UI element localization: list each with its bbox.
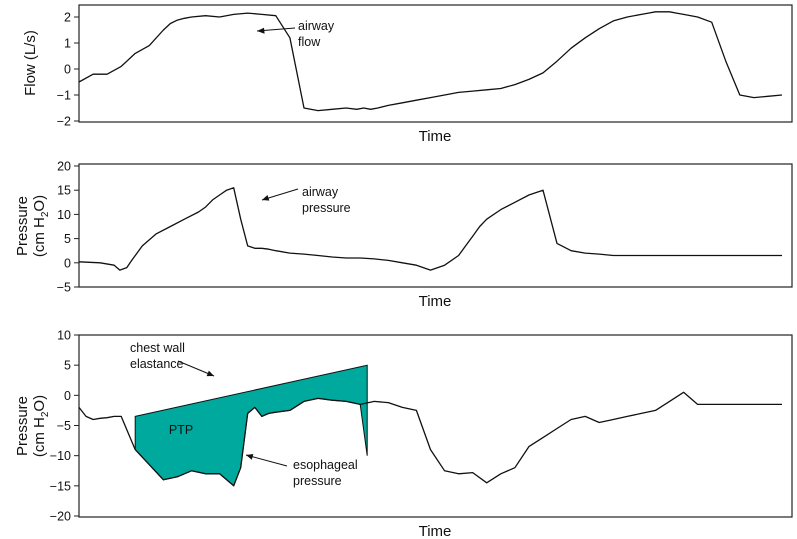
esophageal-pressure-y-tick-label: 10	[57, 329, 71, 343]
esophageal-pressure-y-label-line2: (cm H2O)	[31, 395, 51, 457]
airway-pressure-y-label-subscript: 2	[40, 211, 51, 217]
esophageal-pressure-y-axis-label: Pressure (cm H2O)	[14, 395, 51, 457]
esophageal-pressure-panel: 10 5 0 −5 −10 −15 −20 PTP Time Pressure (cm H2…	[14, 329, 793, 539]
airway-pressure-label-line2: pressure	[302, 201, 351, 215]
chest-wall-elastance-label-line2: elastance	[130, 357, 184, 371]
esophageal-pressure-y-label-unit-a: (cm H	[31, 417, 48, 457]
airway-pressure-arrowhead	[262, 195, 270, 201]
esophageal-pressure-arrow-line	[245, 454, 288, 467]
airway-pressure-y-tick-label: 0	[64, 256, 71, 270]
esophageal-pressure-y-ticks: 10 5 0 −5 −10 −15 −20	[50, 329, 79, 524]
airway-pressure-panel: 20 15 10 5 0 −5 Time Pressure (cm H2O) airway…	[14, 160, 793, 310]
esophageal-pressure-y-label-line1: Pressure	[14, 396, 31, 456]
flow-y-axis-label: Flow (L/s)	[22, 30, 39, 96]
airway-pressure-y-label-unit-a: (cm H	[31, 217, 48, 257]
chest-wall-elastance-arrowhead	[206, 370, 214, 377]
airway-pressure-plot-frame	[78, 163, 793, 288]
esophageal-pressure-y-label-unit-b: O)	[31, 395, 48, 412]
flow-y-ticks: 2 1 0 −1 −2	[57, 11, 79, 129]
esophageal-pressure-y-tick-label: −20	[50, 510, 71, 524]
esophageal-pressure-trace	[78, 391, 782, 487]
airway-flow-arrowhead	[257, 27, 265, 34]
esophageal-pressure-label-line2: pressure	[293, 474, 342, 488]
flow-x-axis-label: Time	[419, 128, 452, 145]
airway-flow-trace	[78, 11, 783, 112]
airway-pressure-y-axis-label: Pressure (cm H2O)	[14, 195, 51, 257]
airway-pressure-y-label-line1: Pressure	[14, 196, 31, 256]
esophageal-pressure-y-tick-label: −15	[50, 479, 71, 493]
airway-flow-label-line1: airway	[298, 19, 335, 33]
flow-y-tick-label: 2	[64, 11, 71, 25]
esophageal-pressure-y-tick-label: 5	[64, 359, 71, 373]
airway-pressure-label-line1: airway	[302, 185, 339, 199]
flow-panel: 2 1 0 −1 −2 Time Flow (L/s) airway flow	[22, 4, 793, 145]
airway-pressure-y-label-line2: (cm H2O)	[31, 195, 51, 257]
airway-pressure-y-tick-label: 5	[64, 232, 71, 246]
flow-y-tick-label: −1	[57, 89, 71, 103]
airway-pressure-y-tick-label: 15	[57, 184, 71, 198]
airway-pressure-y-tick-label: −5	[57, 281, 71, 295]
flow-y-tick-label: 1	[64, 37, 71, 51]
airway-flow-label-line2: flow	[298, 35, 321, 49]
esophageal-pressure-y-tick-label: −10	[50, 449, 71, 463]
esophageal-pressure-y-label-subscript: 2	[40, 411, 51, 417]
ptp-label: PTP	[169, 423, 193, 437]
chest-wall-elastance-label-line1: chest wall	[130, 341, 185, 355]
airway-pressure-y-tick-label: 20	[57, 160, 71, 174]
airway-pressure-y-ticks: 20 15 10 5 0 −5	[57, 160, 79, 295]
esophageal-pressure-x-axis-label: Time	[419, 523, 452, 539]
airway-pressure-trace	[78, 187, 782, 271]
esophageal-pressure-y-tick-label: −5	[57, 419, 71, 433]
flow-plot-frame	[78, 4, 793, 123]
esophageal-pressure-label-line1: esophageal	[293, 458, 358, 472]
airway-pressure-x-axis-label: Time	[419, 293, 452, 310]
flow-y-tick-label: −2	[57, 115, 71, 129]
esophageal-pressure-arrowhead	[246, 454, 254, 460]
esophageal-pressure-y-tick-label: 0	[64, 389, 71, 403]
airway-pressure-y-tick-label: 10	[57, 208, 71, 222]
airway-pressure-y-label-unit-b: O)	[31, 195, 48, 212]
flow-y-tick-label: 0	[64, 63, 71, 77]
